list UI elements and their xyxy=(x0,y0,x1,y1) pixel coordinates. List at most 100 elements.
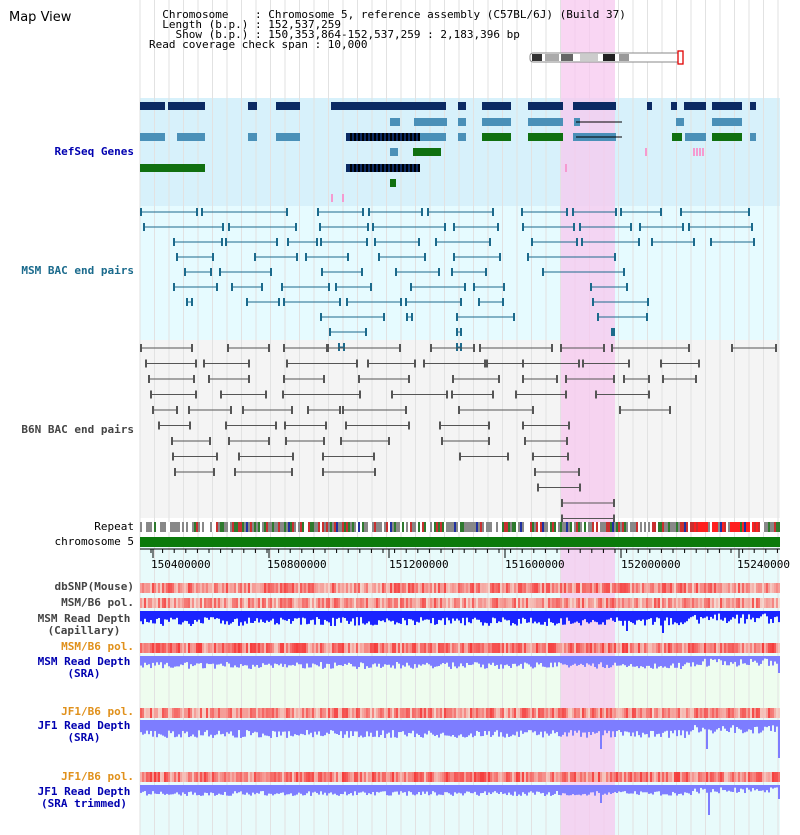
heat-cell xyxy=(142,708,144,718)
heat-cell xyxy=(220,598,222,608)
dbsnp-label[interactable]: dbSNP(Mouse) xyxy=(54,580,134,593)
depth-bar xyxy=(696,611,698,620)
heat-cell xyxy=(478,643,480,653)
depth-bar xyxy=(542,720,544,738)
msm-bac-label[interactable]: MSM BAC end pairs xyxy=(21,264,134,277)
jf1-depth-label[interactable]: JF1 Read Depth (SRA) xyxy=(34,720,134,744)
heat-cell xyxy=(744,772,746,782)
depth-bar xyxy=(252,611,254,623)
depth-bar xyxy=(760,720,762,733)
msm-depth-cap-label[interactable]: MSM Read Depth (Capillary) xyxy=(34,613,134,637)
heat-cell xyxy=(348,772,350,782)
depth-bar xyxy=(654,611,656,622)
heat-cell xyxy=(336,643,338,653)
heat-cell xyxy=(250,583,252,593)
heat-cell xyxy=(670,643,672,653)
depth-bar xyxy=(236,656,238,668)
depth-bar xyxy=(678,785,680,794)
depth-bar xyxy=(524,656,526,663)
depth-bar xyxy=(314,611,316,625)
depth-bar xyxy=(398,611,400,624)
depth-bar xyxy=(686,611,688,622)
depth-bar xyxy=(388,720,390,733)
msm-depth-sra-label[interactable]: MSM Read Depth (SRA) xyxy=(34,656,134,680)
depth-bar xyxy=(774,785,776,788)
heat-cell xyxy=(772,598,774,608)
depth-bar xyxy=(676,656,678,668)
exon-tick xyxy=(370,133,372,141)
heat-cell xyxy=(306,598,308,608)
heat-cell xyxy=(682,583,684,593)
bac-end xyxy=(210,268,212,276)
heat-cell xyxy=(172,583,174,593)
depth-bar xyxy=(700,611,702,617)
heat-cell xyxy=(506,772,508,782)
heat-cell xyxy=(150,708,152,718)
depth-bar xyxy=(494,611,496,619)
heat-cell xyxy=(296,583,298,593)
depth-bar xyxy=(286,611,288,621)
jf1-pol2-label[interactable]: JF1/B6 pol. xyxy=(61,770,134,783)
heat-cell xyxy=(558,598,560,608)
jf1-trim-label[interactable]: JF1 Read Depth (SRA trimmed) xyxy=(34,786,134,810)
heat-cell xyxy=(726,643,728,653)
repeat-element xyxy=(544,522,546,532)
bac-end xyxy=(421,208,423,216)
heat-cell xyxy=(304,772,306,782)
heat-cell xyxy=(454,643,456,653)
bac-end xyxy=(581,238,583,246)
repeat-element xyxy=(696,522,698,532)
heat-cell xyxy=(396,583,398,593)
heat-cell xyxy=(424,643,426,653)
heat-cell xyxy=(656,583,658,593)
depth-bar xyxy=(224,720,226,737)
depth-bar xyxy=(764,611,766,614)
depth-bar xyxy=(250,611,252,623)
msm-pol2-label[interactable]: MSM/B6 pol. xyxy=(61,640,134,653)
depth-bar xyxy=(248,785,250,795)
heat-cell xyxy=(262,708,264,718)
depth-bar xyxy=(218,656,220,665)
depth-bar xyxy=(422,785,424,792)
msm-pol-label[interactable]: MSM/B6 pol. xyxy=(61,596,134,609)
repeat-element xyxy=(618,522,620,532)
depth-bar xyxy=(556,785,558,792)
heat-cell xyxy=(200,583,202,593)
depth-bar xyxy=(752,656,754,662)
heat-cell xyxy=(174,643,176,653)
depth-bar xyxy=(326,785,328,796)
b6n-bac-label[interactable]: B6N BAC end pairs xyxy=(21,423,134,436)
heat-cell xyxy=(618,772,620,782)
heat-cell xyxy=(704,643,706,653)
repeat-element xyxy=(186,522,188,532)
depth-bar xyxy=(640,656,642,667)
heat-cell xyxy=(492,583,494,593)
heat-cell xyxy=(228,772,230,782)
depth-bar xyxy=(332,656,334,669)
heat-cell xyxy=(232,598,234,608)
heat-cell xyxy=(584,772,586,782)
heat-cell xyxy=(178,598,180,608)
heat-cell xyxy=(296,598,298,608)
refseq-label[interactable]: RefSeq Genes xyxy=(54,145,134,158)
heat-cell xyxy=(472,708,474,718)
heat-cell xyxy=(414,708,416,718)
depth-bar xyxy=(358,785,360,793)
depth-bar xyxy=(252,785,254,793)
depth-bar xyxy=(634,611,636,625)
depth-bar xyxy=(494,785,496,792)
depth-bar xyxy=(614,720,616,737)
repeat-element xyxy=(728,522,730,532)
depth-bar xyxy=(598,785,600,793)
heat-cell xyxy=(200,708,202,718)
repeat-element xyxy=(170,522,172,532)
heat-cell xyxy=(430,598,432,608)
heat-cell xyxy=(498,772,500,782)
heat-cell xyxy=(696,583,698,593)
heat-cell xyxy=(292,708,294,718)
heat-cell xyxy=(646,583,648,593)
depth-bar xyxy=(412,785,414,795)
jf1-pol-label[interactable]: JF1/B6 pol. xyxy=(61,705,134,718)
heat-cell xyxy=(760,772,762,782)
